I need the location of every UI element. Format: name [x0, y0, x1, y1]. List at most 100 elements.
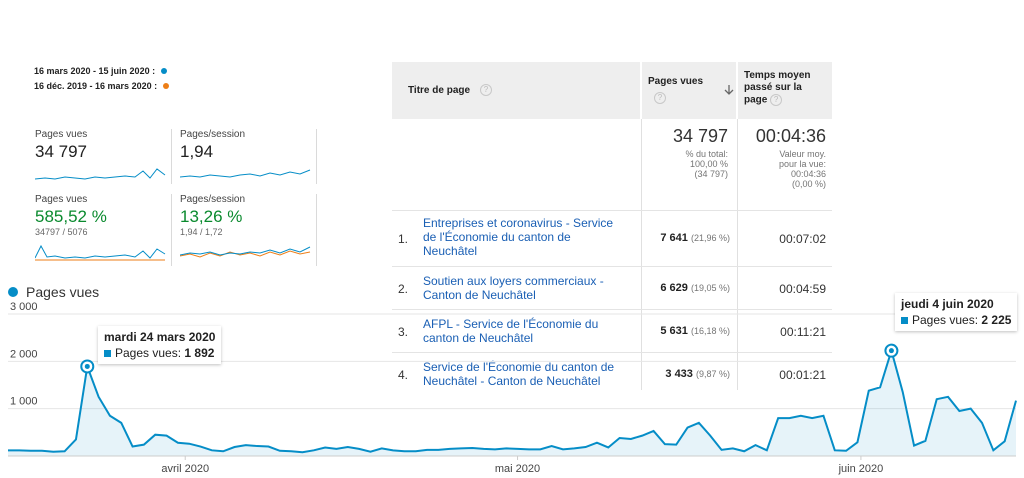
pageviews-percent: (21,96 %) [690, 233, 730, 243]
sparkline [180, 169, 311, 178]
sparkline-compare [35, 244, 166, 261]
tooltip-title: jeudi 4 juin 2020 [901, 297, 994, 311]
metric-value: 34 797 [35, 142, 87, 161]
metric-pageviews-change[interactable]: Pages vues 585,52 % 34797 / 5076 [35, 194, 175, 261]
metric-pages-per-session-change[interactable]: Pages/session 13,26 % 1,94 / 1,72 [180, 194, 320, 258]
table-row[interactable]: 4. Service de l'Économie du canton de Ne… [392, 353, 832, 395]
metric-sub: 34797 / 5076 [35, 227, 88, 237]
row-number: 4. [398, 368, 409, 382]
y-tick-label: 1 000 [10, 396, 38, 408]
table-row[interactable]: 3. AFPL - Service de l'Économie du canto… [392, 310, 832, 352]
pageviews-chart[interactable]: 3 000 2 000 1 000 avril 2020 mai 2020 juin 20… [0, 300, 1024, 478]
total-sub: (34 797) [694, 169, 728, 179]
divider [316, 194, 317, 266]
chart-legend-label: Pages vues [26, 284, 100, 300]
help-icon[interactable]: ? [654, 92, 666, 104]
column-header-pageviews[interactable]: Pages vues ? [642, 62, 736, 119]
divider [737, 119, 738, 210]
page-title-link[interactable]: Canton de Neuchâtel [423, 288, 536, 302]
previous-series-dot-icon [163, 83, 170, 89]
pageviews-value: 5 631 [660, 325, 688, 337]
date-range-previous: 16 déc. 2019 - 16 mars 2020 : [34, 81, 170, 91]
metric-sub: 1,94 / 1,72 [180, 227, 223, 237]
row-number: 2. [398, 282, 409, 296]
divider [316, 129, 317, 184]
chart-legend[interactable]: Pages vues [8, 284, 99, 300]
avg-time-value: 00:11:21 [780, 325, 826, 339]
metric-pages-per-session[interactable]: Pages/session 1,94 [180, 129, 320, 189]
chart-tooltip: mardi 24 mars 2020 Pages vues: 1 892 [98, 326, 222, 364]
metric-value: 1,94 [180, 142, 214, 161]
help-icon[interactable]: ? [770, 94, 783, 106]
date-range-current-label: 16 mars 2020 - 15 juin 2020 : [34, 66, 156, 76]
column-header-label: Temps moyen [744, 70, 811, 81]
y-tick-label: 2 000 [10, 348, 38, 360]
column-header-avg-time[interactable]: Temps moyen passé sur la page ? [738, 62, 832, 119]
divider [171, 194, 172, 266]
metric-label: Pages vues [35, 129, 88, 140]
page-title-link[interactable]: Neuchâtel [423, 244, 478, 258]
arrow-down-icon[interactable] [724, 84, 734, 96]
row-separator [392, 352, 832, 353]
metric-label: Pages/session [180, 129, 246, 140]
metric-value: 585,52 % [35, 207, 107, 226]
x-tick-label: juin 2020 [838, 463, 884, 475]
column-header-label: page [744, 94, 768, 106]
table-row[interactable]: 1. Entreprises et coronavirus - Service … [392, 211, 832, 266]
row-separator [392, 266, 832, 267]
table-row[interactable]: 2. Soutien aux loyers commerciaux - Cant… [392, 267, 832, 309]
page-title-link[interactable]: Service de l'Économie du canton de [423, 360, 615, 374]
totals-avg-time: 00:04:36 Valeur moy. pour la vue: 00:04:… [738, 126, 826, 189]
tooltip-value: 2 225 [981, 313, 1012, 327]
tooltip-title: mardi 24 mars 2020 [104, 330, 216, 344]
total-sub: pour la vue: [778, 159, 826, 169]
total-value: 34 797 [672, 126, 728, 146]
tooltip-label: Pages vues: [912, 313, 979, 327]
highlight-point-center [84, 363, 90, 369]
chart-tooltip: jeudi 4 juin 2020 Pages vues: 2 225 [895, 293, 1018, 331]
sparkline [35, 168, 166, 180]
divider [641, 119, 642, 210]
pageviews-percent: (19,05 %) [690, 283, 730, 293]
tooltip-label: Pages vues: [115, 346, 182, 360]
total-sub: 00:04:36 [790, 169, 826, 179]
total-sub: (0,00 %) [791, 179, 826, 189]
column-header-page-title[interactable]: Titre de page ? [392, 62, 640, 119]
metric-pageviews[interactable]: Pages vues 34 797 [35, 129, 175, 189]
metric-value: 13,26 % [180, 207, 243, 226]
page-title-link[interactable]: AFPL - Service de l'Économie du [423, 317, 599, 331]
series-area [8, 350, 1016, 456]
page-title-link[interactable]: Neuchâtel - Canton de Neuchâtel [423, 374, 601, 388]
column-header-label: Titre de page [408, 85, 471, 96]
tooltip-value: 1 892 [184, 346, 215, 360]
series-dot-icon [8, 287, 18, 297]
page-title-link[interactable]: Entreprises et coronavirus - Service [423, 216, 614, 230]
page-title-link[interactable]: canton de Neuchâtel [423, 331, 534, 345]
avg-time-value: 00:07:02 [779, 232, 826, 246]
pageviews-percent: (16,18 %) [690, 326, 730, 336]
avg-time-value: 00:01:21 [779, 368, 826, 382]
total-sub: % du total: [685, 149, 728, 159]
total-sub: 100,00 % [689, 159, 728, 169]
avg-time-value: 00:04:59 [779, 282, 826, 296]
row-number: 3. [398, 325, 409, 339]
highlight-point-center [888, 348, 894, 354]
sparkline-compare [180, 246, 311, 258]
column-header-label: Pages vues [648, 76, 704, 87]
help-icon[interactable]: ? [480, 84, 492, 96]
pageviews-value: 7 641 [660, 232, 688, 244]
divider [171, 129, 172, 184]
x-tick-label: avril 2020 [161, 463, 209, 475]
series-square-icon [901, 317, 908, 325]
date-range-previous-label: 16 déc. 2019 - 16 mars 2020 : [34, 81, 158, 91]
page-title-link[interactable]: de l'Économie du canton de [423, 230, 571, 244]
page-title-link[interactable]: Soutien aux loyers commerciaux - [423, 274, 604, 288]
totals-pageviews: 34 797 % du total: 100,00 % (34 797) [642, 126, 728, 179]
row-number: 1. [398, 232, 409, 246]
column-header-label: passé sur la [744, 82, 802, 93]
divider [641, 210, 642, 390]
pageviews-value: 3 433 [665, 368, 693, 380]
series-line [8, 347, 1017, 454]
total-sub: Valeur moy. [779, 149, 826, 159]
date-range-current: 16 mars 2020 - 15 juin 2020 : [34, 66, 168, 76]
